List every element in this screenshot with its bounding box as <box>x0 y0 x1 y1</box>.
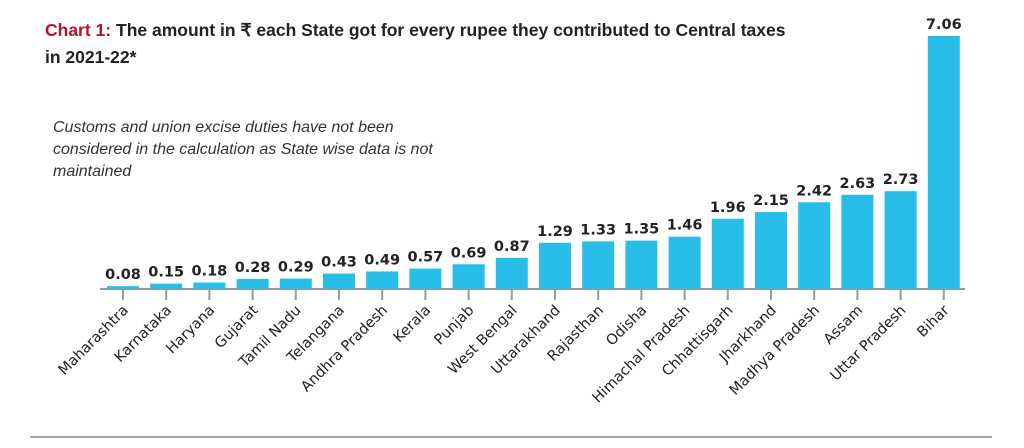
chart-title: Chart 1: The amount in ₹ each State got … <box>45 17 805 71</box>
data-label: 0.28 <box>235 260 271 276</box>
bar-karnataka <box>150 283 183 289</box>
bar-gujarat <box>236 278 269 289</box>
data-label: 0.15 <box>148 265 184 281</box>
data-label: 2.73 <box>883 172 919 188</box>
data-label: 2.42 <box>796 183 832 199</box>
bar-jharkhand <box>755 211 787 289</box>
data-label: 0.87 <box>494 239 530 255</box>
bar-maharashtra <box>107 286 139 289</box>
bar-madhya-pradesh <box>798 202 831 289</box>
x-tick-label: Bihar <box>914 302 952 340</box>
x-tick-label: Kerala <box>391 303 434 346</box>
data-label: 1.29 <box>537 224 573 240</box>
bar-bihar <box>927 36 960 289</box>
data-label: 0.18 <box>192 264 228 280</box>
data-label: 2.15 <box>753 193 789 209</box>
chart-note: Customs and union excise duties have not… <box>53 119 433 180</box>
chart-title-prefix: Chart 1: <box>45 20 112 40</box>
bar-himachal-pradesh <box>668 236 701 289</box>
data-label: 0.57 <box>408 250 444 266</box>
data-label: 0.29 <box>278 260 314 276</box>
data-label: 0.49 <box>364 252 400 268</box>
data-label: 7.06 <box>926 17 962 33</box>
data-label: 0.69 <box>451 245 487 261</box>
bar-chhattisgarh <box>711 218 744 289</box>
data-label: 2.63 <box>840 176 876 192</box>
bar-punjab <box>452 264 485 289</box>
data-label: 1.96 <box>710 200 746 216</box>
x-tick-label: Uttar Pradesh <box>828 303 910 385</box>
bar-assam <box>841 194 874 289</box>
data-label: 1.33 <box>580 222 616 238</box>
bar-odisha <box>625 240 658 289</box>
bar-uttarakhand <box>539 242 571 289</box>
x-tick-label: Maharashtra <box>56 303 132 379</box>
bar-haryana <box>193 282 226 289</box>
bar-telangana <box>323 273 355 289</box>
bar-andhra-pradesh <box>366 271 399 289</box>
data-label: 1.46 <box>667 218 703 234</box>
bar-tamil-nadu <box>279 278 312 289</box>
chart-title-text: The amount in ₹ each State got for every… <box>45 20 786 67</box>
bar-kerala <box>409 268 442 289</box>
data-label: 0.43 <box>321 255 357 271</box>
bar-rajasthan <box>582 241 615 289</box>
data-label: 0.08 <box>105 267 141 283</box>
data-label: 1.35 <box>624 222 660 238</box>
bar-uttar-pradesh <box>884 191 917 289</box>
bar-west-bengal <box>495 257 528 289</box>
